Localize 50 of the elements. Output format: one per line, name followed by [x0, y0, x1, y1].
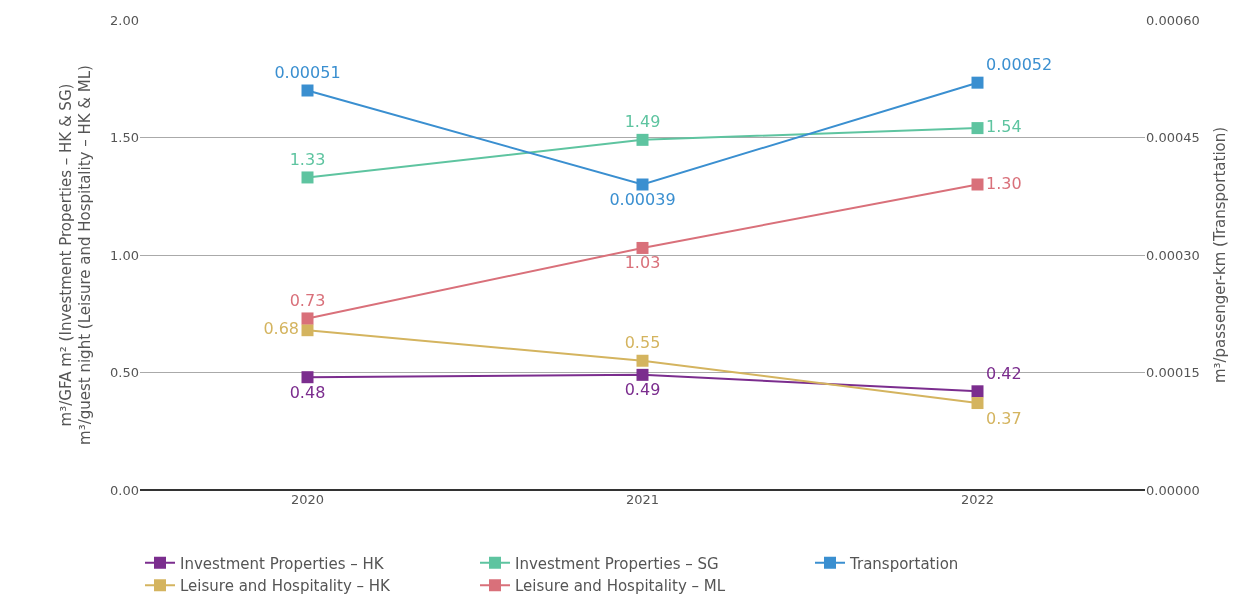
data-label: 0.48: [289, 382, 326, 402]
data-label: 0.68: [263, 319, 299, 339]
y2-tick-label: 0.00030: [1146, 247, 1200, 263]
data-label: 0.73: [289, 290, 326, 310]
data-label: 0.42: [986, 363, 1022, 383]
point: [971, 397, 984, 410]
y-tick-label: 1.50: [110, 130, 139, 146]
legend-label: Leisure and Hospitality – ML: [515, 577, 726, 595]
y-axis-title: m³/GFA m² (Investment Properties – HK & SG) m³/guest night (Leisure and Hospitality – HK & ML): [56, 65, 95, 445]
x-tick-label: 2020: [290, 492, 325, 507]
data-label: 0.49: [624, 380, 661, 400]
legend-label: Leisure and Hospitality – HK: [180, 577, 392, 595]
data-label: 0.00052: [986, 55, 1053, 75]
data-label: 0.00039: [609, 190, 676, 209]
y2-tick-label: 0.00015: [1146, 365, 1200, 381]
legend-label: Investment Properties – HK: [180, 554, 385, 573]
point: [301, 312, 314, 325]
data-label: 0.00051: [274, 63, 341, 82]
y2-axis-title: m³/passenger-km (Transportation): [1210, 126, 1229, 384]
y-tick-label: 2.00: [110, 12, 139, 28]
data-label: 0.55: [624, 333, 661, 353]
point: [971, 76, 984, 89]
point: [636, 354, 649, 367]
data-label: 1.03: [624, 253, 661, 273]
point: [636, 133, 649, 146]
x-tick-label: 2022: [960, 492, 995, 507]
y-tick-label: 0.00: [110, 482, 139, 498]
data-label: 1.54: [986, 117, 1022, 137]
data-label: 1.33: [289, 149, 326, 169]
point: [971, 385, 984, 398]
point: [301, 171, 314, 184]
x-tick-label: 2021: [625, 492, 660, 507]
point: [301, 84, 314, 97]
data-label: 0.37: [986, 408, 1022, 428]
point: [301, 371, 314, 384]
point: [971, 178, 984, 191]
data-label: 1.49: [624, 112, 661, 132]
point: [971, 122, 984, 135]
y-tick-label: 0.50: [110, 365, 139, 381]
legend-label: Transportation: [849, 554, 959, 573]
data-label: 1.30: [986, 173, 1022, 193]
point: [636, 241, 649, 254]
y2-tick-label: 0.00060: [1146, 12, 1200, 28]
y-tick-label: 1.00: [110, 247, 139, 263]
point: [636, 368, 649, 381]
y2-tick-label: 0.00045: [1146, 130, 1200, 146]
legend-label: Investment Properties – SG: [515, 554, 719, 573]
point: [301, 324, 314, 337]
y2-tick-label: 0.00000: [1146, 482, 1200, 498]
point: [636, 178, 649, 191]
